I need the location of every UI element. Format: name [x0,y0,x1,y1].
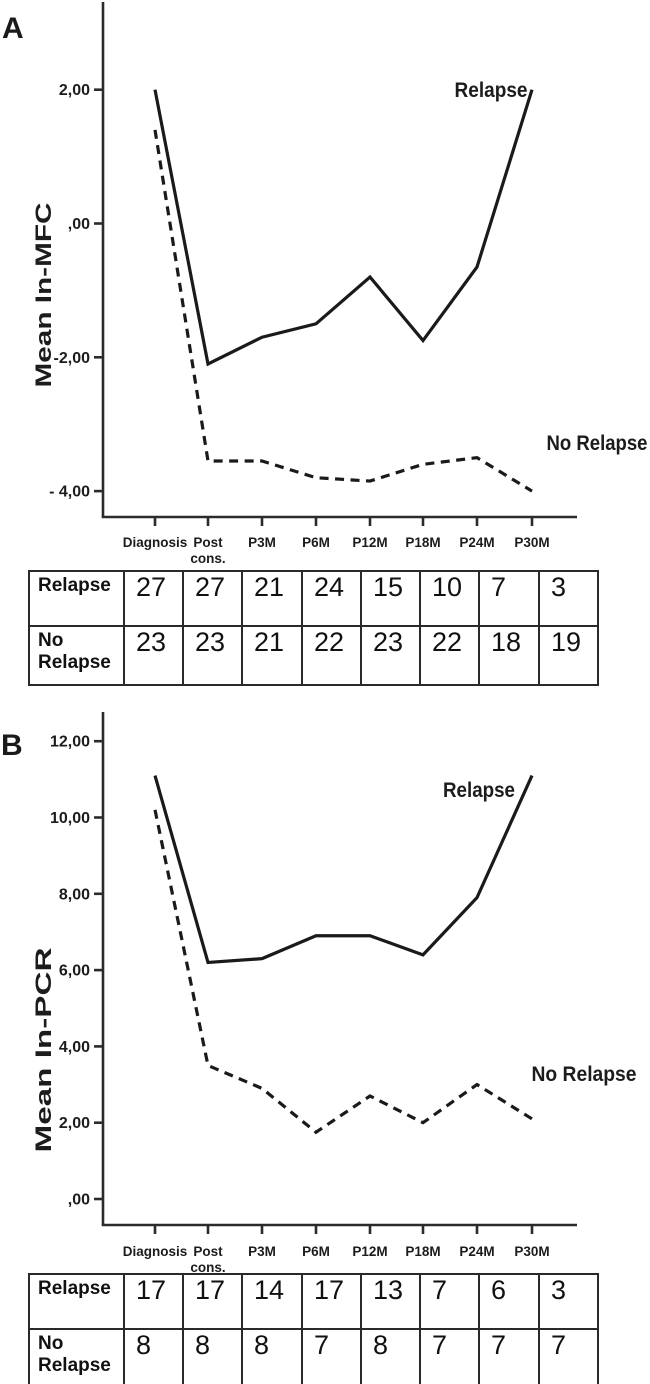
x-tick-label-a: P30M [514,535,549,550]
series-label-relapse-b: Relapse [443,779,515,802]
y-tick-label-a: ,00 [68,216,90,233]
table-cell: 7 [301,1328,362,1384]
table-cell: 17 [123,1273,184,1330]
row-label: No Relapse [28,1328,125,1384]
x-tick-label-a: cons. [190,551,225,566]
x-tick-label-a: Post [193,535,223,550]
y-tick-label-b: 2,00 [59,1115,90,1132]
table-cell: 23 [360,625,421,686]
series-line-no-relapse-a [153,129,533,493]
x-tick-label-b: P18M [405,1244,440,1259]
y-tick-label-b: 6,00 [59,963,90,980]
x-tick-label-a: P18M [405,535,440,550]
y-tick-label-b: 8,00 [59,886,90,903]
table-cell: 7 [478,1328,540,1384]
table-row: Relapse 17 17 14 17 13 7 6 3 [28,1273,599,1330]
row-label: Relapse [28,1273,125,1330]
series-line-no-relapse-b [153,809,533,1135]
x-tick-label-a: Diagnosis [123,535,188,550]
panel-a-label: A [2,12,24,45]
table-cell: 19 [538,625,599,686]
table-cell: 22 [301,625,362,686]
x-tick-label-b: cons. [190,1260,225,1275]
y-tick-label-a: -2,00 [54,350,91,367]
row-label: No Relapse [28,625,125,686]
x-tick-label-b: P6M [302,1244,330,1259]
table-cell: 6 [478,1273,540,1330]
y-axis-title-b: Mean In-PCR [31,947,56,1152]
table-cell: 17 [182,1273,243,1330]
table-cell: 22 [419,625,480,686]
table-cell: 7 [419,1273,480,1330]
table-cell: 8 [241,1328,303,1384]
counts-table-a: Relapse 27 27 21 24 15 10 7 3 No Relapse… [28,570,599,686]
row-label: Relapse [28,570,125,627]
y-tick-label-b: 12,00 [50,734,90,751]
y-tick-label-b: 4,00 [59,1039,90,1056]
table-cell: 8 [123,1328,184,1384]
table-cell: 23 [182,625,243,686]
series-label-no-relapse-a: No Relapse [547,432,648,455]
panel-b-label: B [1,729,23,762]
x-tick-label-a: P12M [352,535,387,550]
table-row: No Relapse 23 23 21 22 23 22 18 19 [28,625,599,686]
table-cell: 8 [182,1328,243,1384]
series-label-no-relapse-b: No Relapse [532,1063,637,1086]
y-tick-label-b: ,00 [68,1192,90,1209]
table-cell: 18 [478,625,540,686]
table-cell: 3 [538,1273,599,1330]
table-cell: 13 [360,1273,421,1330]
table-cell: 3 [538,570,599,627]
table-cell: 24 [301,570,362,627]
table-row: Relapse 27 27 21 24 15 10 7 3 [28,570,599,627]
x-tick-label-b: P24M [459,1244,494,1259]
x-tick-label-b: P30M [514,1244,549,1259]
series-label-relapse-a: Relapse [455,79,528,102]
y-tick-label-a: - 4,00 [49,484,90,501]
y-tick-label-b: 10,00 [50,810,90,827]
series-line-relapse-b [153,774,534,965]
table-cell: 7 [538,1328,599,1384]
x-tick-label-b: Post [193,1244,223,1259]
x-tick-label-a: P24M [459,535,494,550]
x-tick-label-a: P6M [302,535,330,550]
y-tick-label-a: 2,00 [59,82,90,99]
table-cell: 17 [301,1273,362,1330]
table-cell: 10 [419,570,480,627]
y-axis-title-a: Mean In-MFC [31,202,56,387]
x-tick-label-b: P3M [248,1244,276,1259]
table-row: No Relapse 8 8 8 7 8 7 7 7 [28,1328,599,1384]
table-cell: 27 [182,570,243,627]
table-cell: 7 [478,570,540,627]
x-tick-label-b: P12M [352,1244,387,1259]
table-cell: 21 [241,625,303,686]
x-tick-label-b: Diagnosis [123,1244,188,1259]
counts-table-b: Relapse 17 17 14 17 13 7 6 3 No Relapse … [28,1273,599,1384]
table-cell: 23 [123,625,184,686]
table-cell: 8 [360,1328,421,1384]
table-cell: 14 [241,1273,303,1330]
table-cell: 21 [241,570,303,627]
x-tick-label-a: P3M [248,535,276,550]
table-cell: 15 [360,570,421,627]
series-line-relapse-a [153,89,534,367]
table-cell: 27 [123,570,184,627]
table-cell: 7 [419,1328,480,1384]
